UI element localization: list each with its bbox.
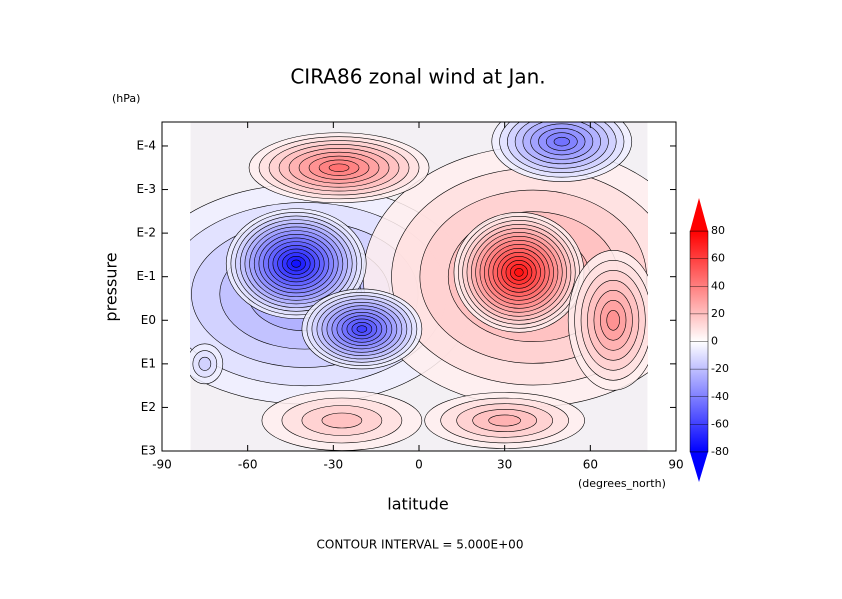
x-tick-label: 0: [415, 458, 423, 472]
contour-band: [198, 356, 212, 371]
x-unit: (degrees_north): [578, 477, 666, 490]
x-tick-label: 90: [668, 458, 683, 472]
colorbar-tick-label: -60: [711, 417, 729, 430]
contour-note: CONTOUR INTERVAL = 5.000E+00: [317, 538, 524, 552]
colorbar-extend-bottom: [690, 452, 708, 482]
y-tick-label: E3: [141, 444, 156, 458]
x-label: latitude: [387, 495, 448, 514]
colorbar-tick-label: -80: [711, 445, 729, 458]
colorbar-tick-label: 80: [711, 224, 725, 237]
y-tick-label: E-2: [136, 226, 156, 240]
x-tick-label: -30: [324, 458, 344, 472]
chart-title: CIRA86 zonal wind at Jan.: [290, 65, 545, 89]
y-tick-label: E2: [141, 400, 156, 414]
x-tick-label: -90: [152, 458, 172, 472]
y-label: pressure: [102, 252, 121, 321]
field: [190, 122, 648, 451]
contour-band: [606, 309, 620, 331]
y-unit: (hPa): [112, 92, 140, 105]
x-tick-label: 30: [497, 458, 512, 472]
contour-band: [488, 414, 521, 427]
y-tick-label: E-4: [136, 138, 156, 152]
y-tick-label: E-1: [136, 269, 156, 283]
colorbar-tick-label: -20: [711, 362, 729, 375]
contour-band: [328, 163, 350, 172]
contour-band: [553, 136, 570, 147]
colorbar-tick-label: 0: [711, 335, 718, 348]
colorbar-tick-label: 60: [711, 252, 725, 265]
y-tick-label: E1: [141, 356, 156, 370]
contour-band: [356, 325, 368, 333]
contour-band: [514, 268, 524, 277]
colorbar-tick-label: 20: [711, 307, 725, 320]
colorbar-tick-label: -40: [711, 390, 729, 403]
y-tick-label: E0: [141, 313, 156, 327]
colorbar-extend-top: [690, 198, 708, 231]
contour-band: [291, 259, 302, 268]
colorbar-tick-label: 40: [711, 279, 725, 292]
contour-band: [321, 412, 363, 429]
x-tick-label: -60: [238, 458, 258, 472]
y-tick-label: E-3: [136, 182, 156, 196]
x-tick-label: 60: [583, 458, 598, 472]
